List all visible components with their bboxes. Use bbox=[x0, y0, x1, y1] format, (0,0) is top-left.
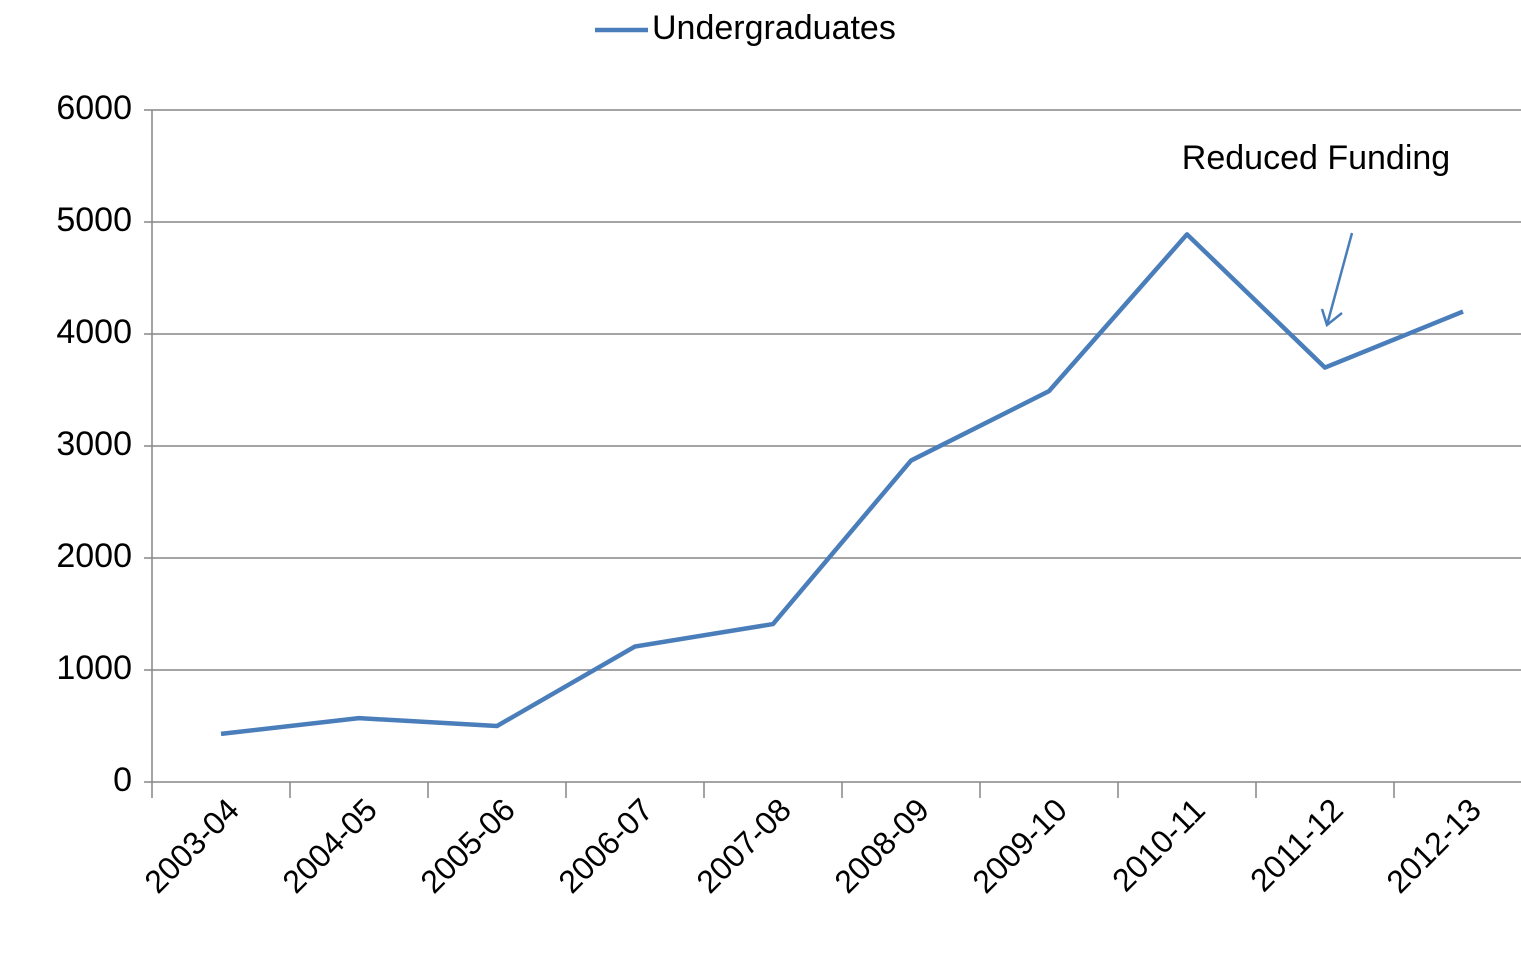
annotation-arrow bbox=[1325, 232, 1354, 326]
annotation-arrowhead bbox=[1320, 308, 1343, 328]
x-tick-label: 2012-13 bbox=[1379, 791, 1487, 899]
x-tick-label: 2007-08 bbox=[689, 791, 797, 899]
x-tick-label: 2006-07 bbox=[551, 791, 659, 899]
annotation: Reduced Funding bbox=[1182, 139, 1450, 177]
legend-label: Undergraduates bbox=[652, 9, 896, 47]
y-tick-label: 3000 bbox=[56, 425, 132, 463]
y-tick-label: 0 bbox=[113, 761, 132, 799]
x-tick-label: 2008-09 bbox=[827, 791, 935, 899]
y-tick-label: 4000 bbox=[56, 313, 132, 351]
x-tick-label: 2004-05 bbox=[275, 791, 383, 899]
x-tick-label: 2005-06 bbox=[413, 791, 521, 899]
x-tick-label: 2010-11 bbox=[1105, 791, 1212, 898]
y-tick-label: 6000 bbox=[56, 89, 132, 127]
y-tick-label: 5000 bbox=[56, 201, 132, 239]
x-tick-label: 2009-10 bbox=[965, 791, 1073, 899]
x-tick-label: 2011-12 bbox=[1243, 791, 1350, 898]
y-tick-label: 2000 bbox=[56, 537, 132, 575]
y-tick-label: 1000 bbox=[56, 649, 132, 687]
line-series bbox=[220, 232, 1464, 737]
x-tick-label: 2003-04 bbox=[137, 791, 245, 899]
